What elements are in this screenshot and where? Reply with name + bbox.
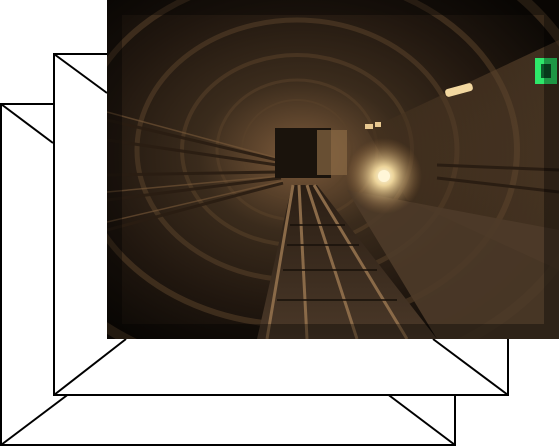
tunnel-photo-frame <box>107 0 559 339</box>
subway-tunnel-image <box>107 0 559 339</box>
